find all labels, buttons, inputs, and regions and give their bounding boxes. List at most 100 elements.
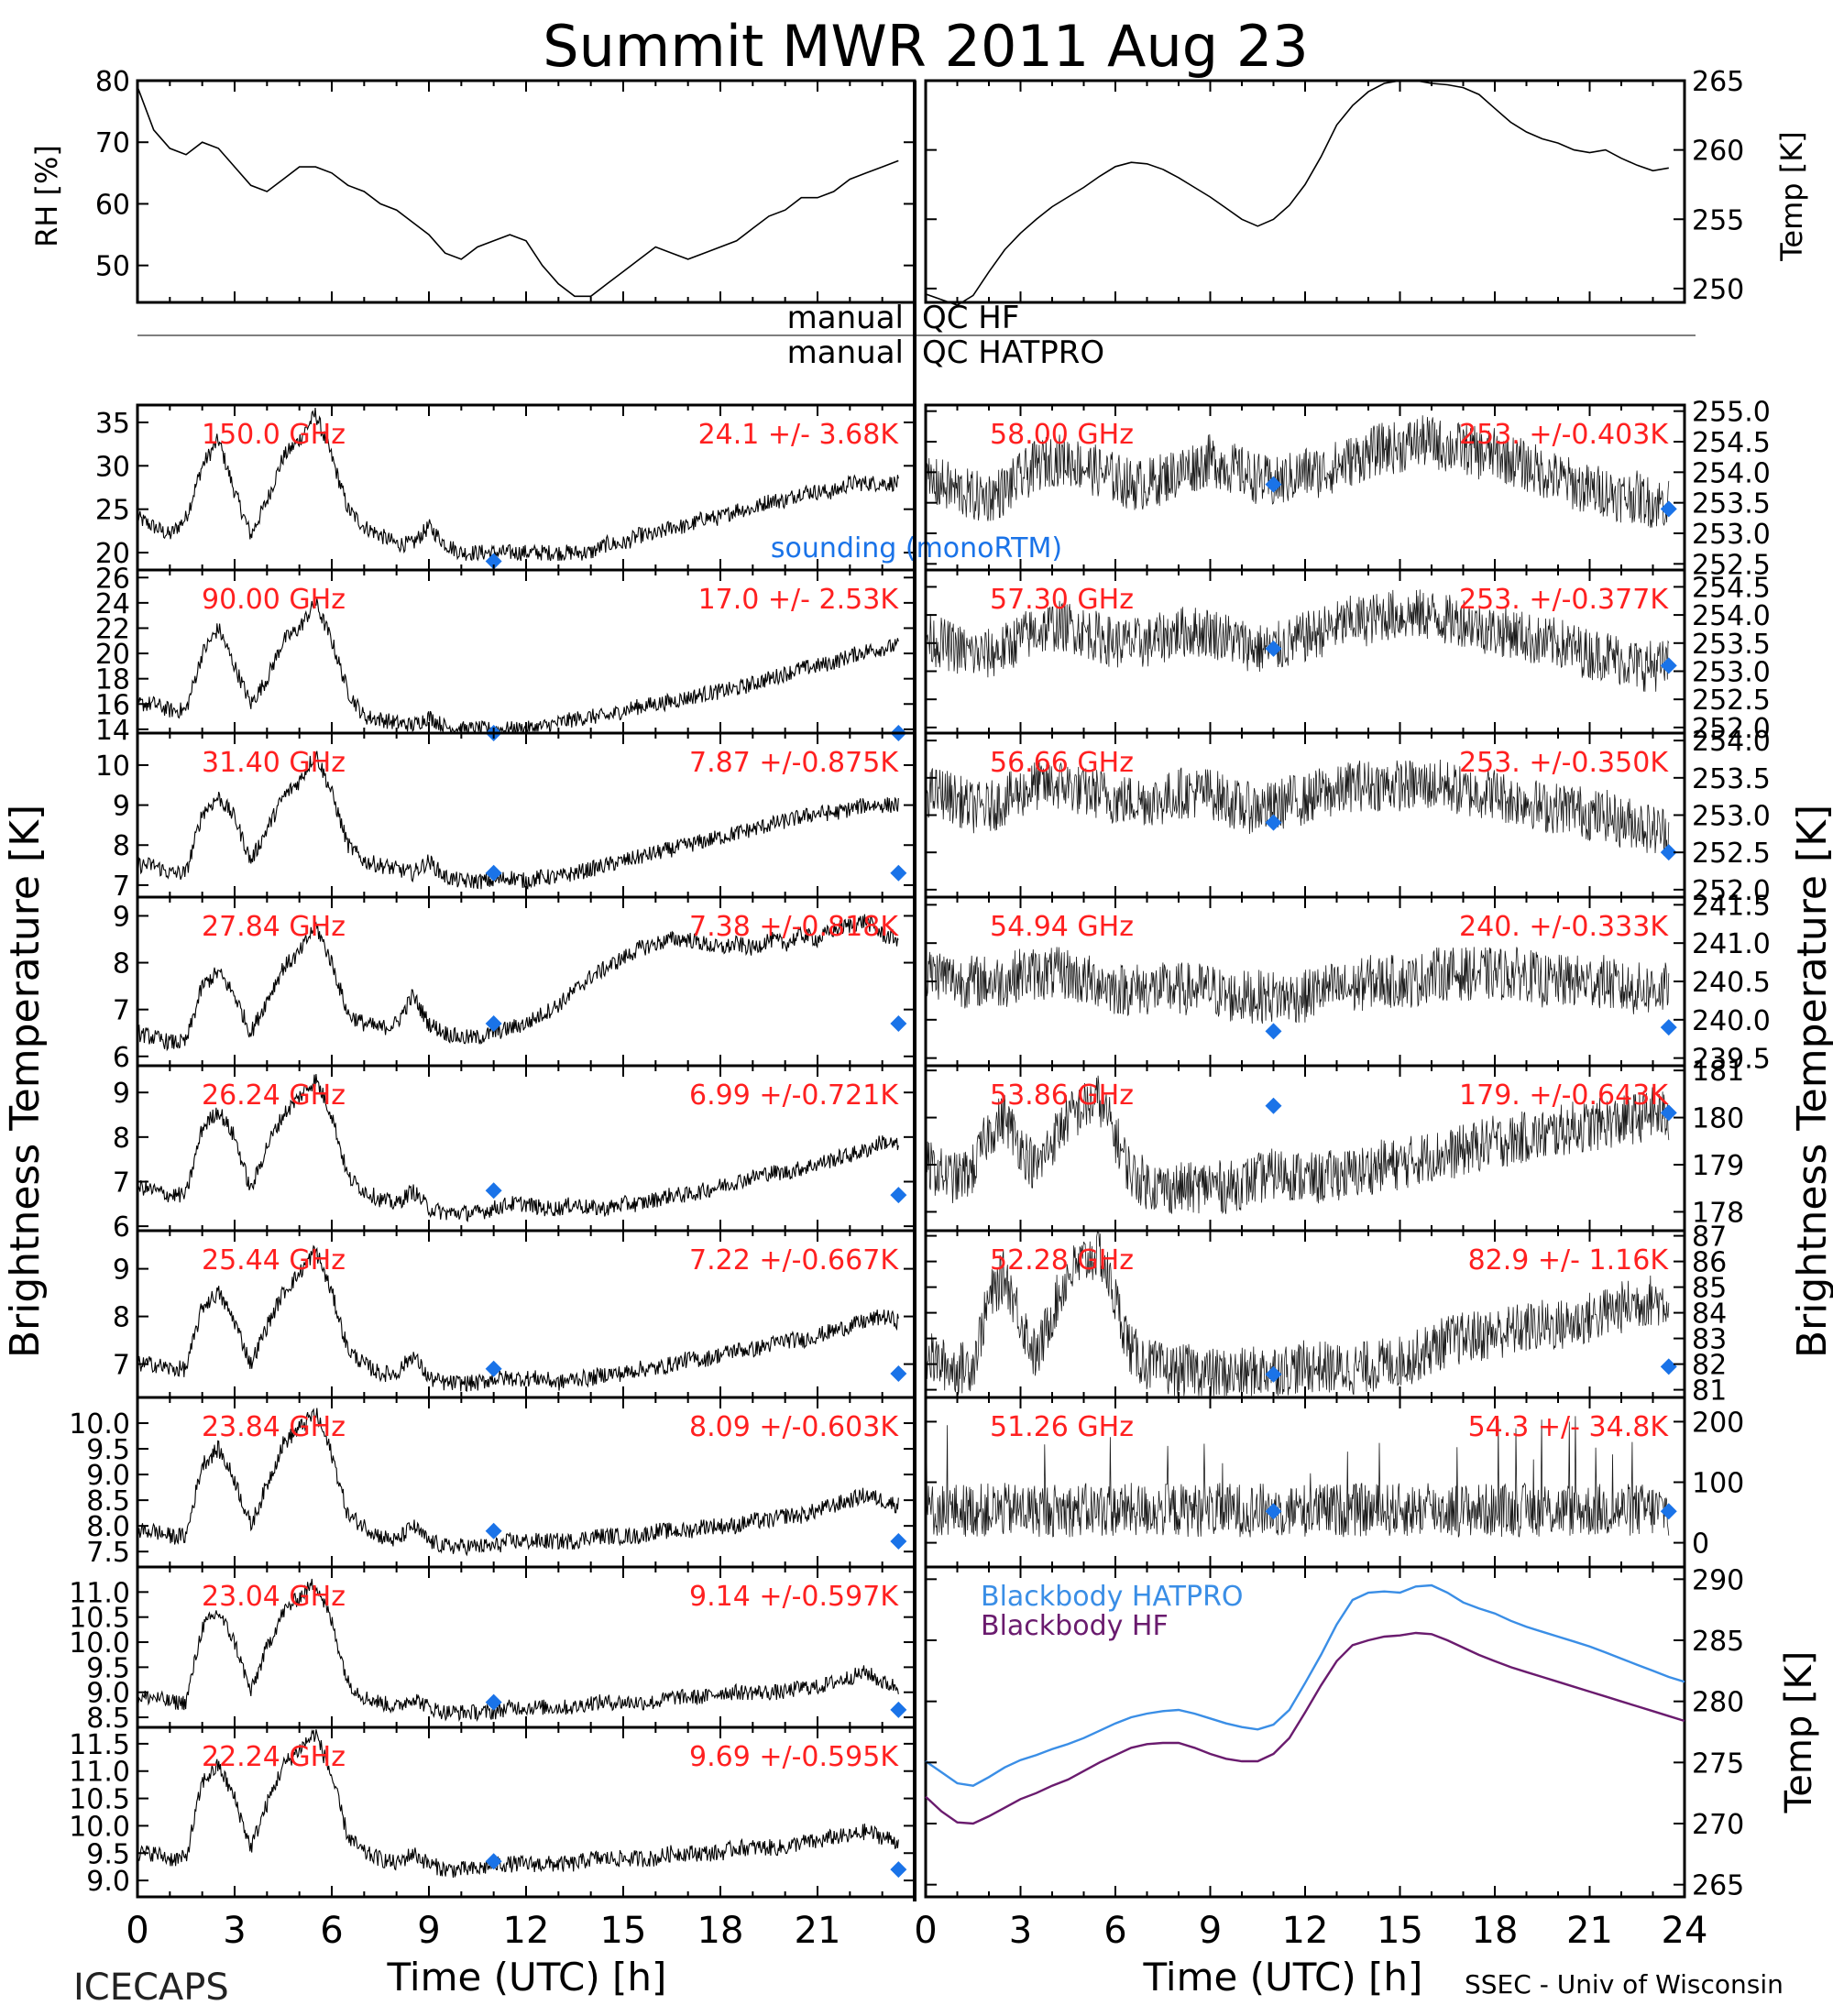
tb-axis-label-right: Brightness Temperature [K] — [1789, 805, 1833, 1358]
tb-right-3-sounding-marker — [1660, 1019, 1677, 1036]
tb-left-6-sounding-marker — [485, 1522, 502, 1539]
time-tick-right-12: 12 — [1282, 1910, 1329, 1952]
temp-ytick-label: 255 — [1692, 204, 1744, 236]
time-tick-right-0: 0 — [914, 1910, 937, 1952]
bb-ytick-label: 285 — [1692, 1626, 1744, 1658]
tb-left-7-ytick-label: 9.0 — [86, 1678, 130, 1710]
time-tick-left-6: 6 — [320, 1910, 343, 1952]
tb-left-2-ytick-label: 9 — [113, 791, 130, 823]
tb-left-6-ytick-label: 7.5 — [86, 1537, 130, 1569]
tb-right-5-ytick-label: 85 — [1692, 1273, 1727, 1305]
tb-right-2-ytick-label: 253.5 — [1692, 763, 1771, 795]
tb-left-3-ytick-label: 8 — [113, 948, 130, 981]
tb-right-3-freq-label: 54.94 GHz — [990, 911, 1134, 943]
tb-left-7-ytick-label: 9.5 — [86, 1652, 130, 1684]
tb-right-6-sounding-marker — [1265, 1503, 1282, 1520]
tb-right-3-ytick-label: 241.0 — [1692, 928, 1771, 960]
tb-left-1-ytick-label: 14 — [95, 715, 130, 747]
tb-left-7-ytick-label: 10.0 — [69, 1627, 130, 1660]
tb-right-5-freq-label: 52.28 GHz — [990, 1244, 1134, 1276]
figure-title: Summit MWR 2011 Aug 23 — [543, 13, 1308, 80]
tb-right-4-ytick-label: 181 — [1692, 1056, 1744, 1088]
bb-ytick-label: 275 — [1692, 1748, 1744, 1780]
tb-left-1-freq-label: 90.00 GHz — [202, 584, 346, 616]
tb-right-4-ytick-label: 179 — [1692, 1150, 1744, 1182]
tb-right-1-ytick-label: 254.0 — [1692, 600, 1771, 632]
time-tick-left-0: 0 — [126, 1910, 148, 1952]
tb-right-2-ytick-label: 253.0 — [1692, 801, 1771, 833]
tb-right-6-sounding-marker — [1660, 1503, 1677, 1520]
bb-legend-entry-0: Blackbody HATPRO — [981, 1581, 1244, 1613]
tb-left-4-sounding-marker — [485, 1182, 502, 1200]
tb-left-2-ytick-label: 10 — [95, 751, 130, 783]
temp-panel-frame — [924, 79, 1686, 304]
tb-left-6-ytick-label: 9.5 — [86, 1434, 130, 1466]
bb-legend-entry-1: Blackbody HF — [981, 1610, 1169, 1642]
rh-ytick-label: 60 — [95, 189, 130, 221]
rh-panel-frame — [136, 79, 916, 304]
qc-hatpro-right: QC HATPRO — [922, 334, 1104, 371]
bb-ytick-label: 290 — [1692, 1564, 1744, 1596]
tb-right-1-sounding-marker — [1265, 640, 1282, 657]
time-tick-right-6: 6 — [1103, 1910, 1126, 1952]
tb-left-1-trace — [137, 598, 899, 733]
bb-series-line-0 — [925, 1583, 1685, 1787]
tb-right-5-sounding-marker — [1660, 1358, 1677, 1375]
temp-series-line — [925, 80, 1669, 306]
tb-right-4-sounding-marker — [1265, 1097, 1282, 1114]
tb-axis-label-left: Brightness Temperature [K] — [2, 805, 49, 1358]
tb-left-7-ytick-label: 11.0 — [69, 1577, 130, 1609]
tb-left-1-ytick-label: 20 — [95, 639, 130, 671]
tb-left-4-trace — [137, 1074, 899, 1222]
tb-right-0-sounding-marker — [1265, 476, 1282, 493]
bb-ytick-label: 270 — [1692, 1809, 1744, 1841]
temp-axis-label: Temp [K] — [1774, 131, 1809, 261]
tb-left-8-ytick-label: 11.5 — [69, 1729, 130, 1761]
tb-left-2-freq-label: 31.40 GHz — [202, 747, 346, 779]
time-tick-right-9: 9 — [1199, 1910, 1222, 1952]
tb-right-6-ytick-label: 100 — [1692, 1468, 1744, 1500]
tb-right-1-ytick-label: 252.5 — [1692, 685, 1771, 717]
meteorology-panels: 80 70 60 50 265 260 255 250 RH [%] Temp [K] — [29, 66, 1809, 306]
tb-left-7-trace — [137, 1578, 899, 1723]
tb-right-3-ytick-label: 240.5 — [1692, 967, 1771, 999]
tb-left-7-sounding-marker — [890, 1701, 907, 1718]
tb-left-4-ytick-label: 7 — [113, 1167, 130, 1199]
tb-left-5-sounding-marker — [890, 1365, 907, 1382]
tb-left-6-sounding-marker — [890, 1532, 907, 1550]
time-tick-left-3: 3 — [223, 1910, 246, 1952]
tb-left-6-freq-label: 23.84 GHz — [202, 1411, 346, 1443]
tb-right-0-freq-label: 58.00 GHz — [990, 419, 1134, 451]
tb-left-1-ytick-label: 16 — [95, 689, 130, 721]
tb-left-3-trace — [137, 914, 899, 1052]
time-tick-left-18: 18 — [697, 1910, 744, 1952]
tb-left-2-ytick-label: 7 — [113, 871, 130, 903]
temp-ytick-label: 250 — [1692, 274, 1744, 306]
tb-left-1-ytick-label: 24 — [95, 588, 130, 620]
tb-right-5-ytick-label: 84 — [1692, 1298, 1727, 1331]
tb-left-0-ytick-label: 25 — [95, 495, 130, 527]
tb-left-6-stats-label: 8.09 +/-0.603K — [689, 1411, 899, 1443]
tb-right-3-sounding-marker — [1265, 1023, 1282, 1040]
tb-left-5-ytick-label: 9 — [113, 1255, 130, 1287]
tb-left-7-ytick-label: 10.5 — [69, 1603, 130, 1635]
bb-ytick-label: 265 — [1692, 1870, 1744, 1902]
footer-left: ICECAPS — [73, 1967, 229, 2009]
tb-left-8-freq-label: 22.24 GHz — [202, 1741, 346, 1773]
tb-right-2-ytick-label: 252.5 — [1692, 838, 1771, 870]
tb-left-8-sounding-marker — [890, 1861, 907, 1879]
tb-right-5-ytick-label: 81 — [1692, 1375, 1727, 1408]
tb-right-0-ytick-label: 253.0 — [1692, 519, 1771, 551]
time-axis-label-left: Time (UTC) [h] — [387, 1955, 667, 2000]
tb-left-5-ytick-label: 8 — [113, 1302, 130, 1334]
tb-right-1-sounding-marker — [1660, 657, 1677, 674]
tb-right-0-ytick-label: 253.5 — [1692, 488, 1771, 520]
tb-left-0-sounding-marker — [485, 553, 502, 570]
tb-right-5-ytick-label: 82 — [1692, 1350, 1727, 1382]
tb-left-8-stats-label: 9.69 +/-0.595K — [689, 1741, 899, 1773]
tb-left-7-stats-label: 9.14 +/-0.597K — [689, 1581, 899, 1613]
tb-left-7-sounding-marker — [485, 1693, 502, 1711]
tb-left-4-ytick-label: 9 — [113, 1078, 130, 1110]
tb-left-7-freq-label: 23.04 GHz — [202, 1581, 346, 1613]
